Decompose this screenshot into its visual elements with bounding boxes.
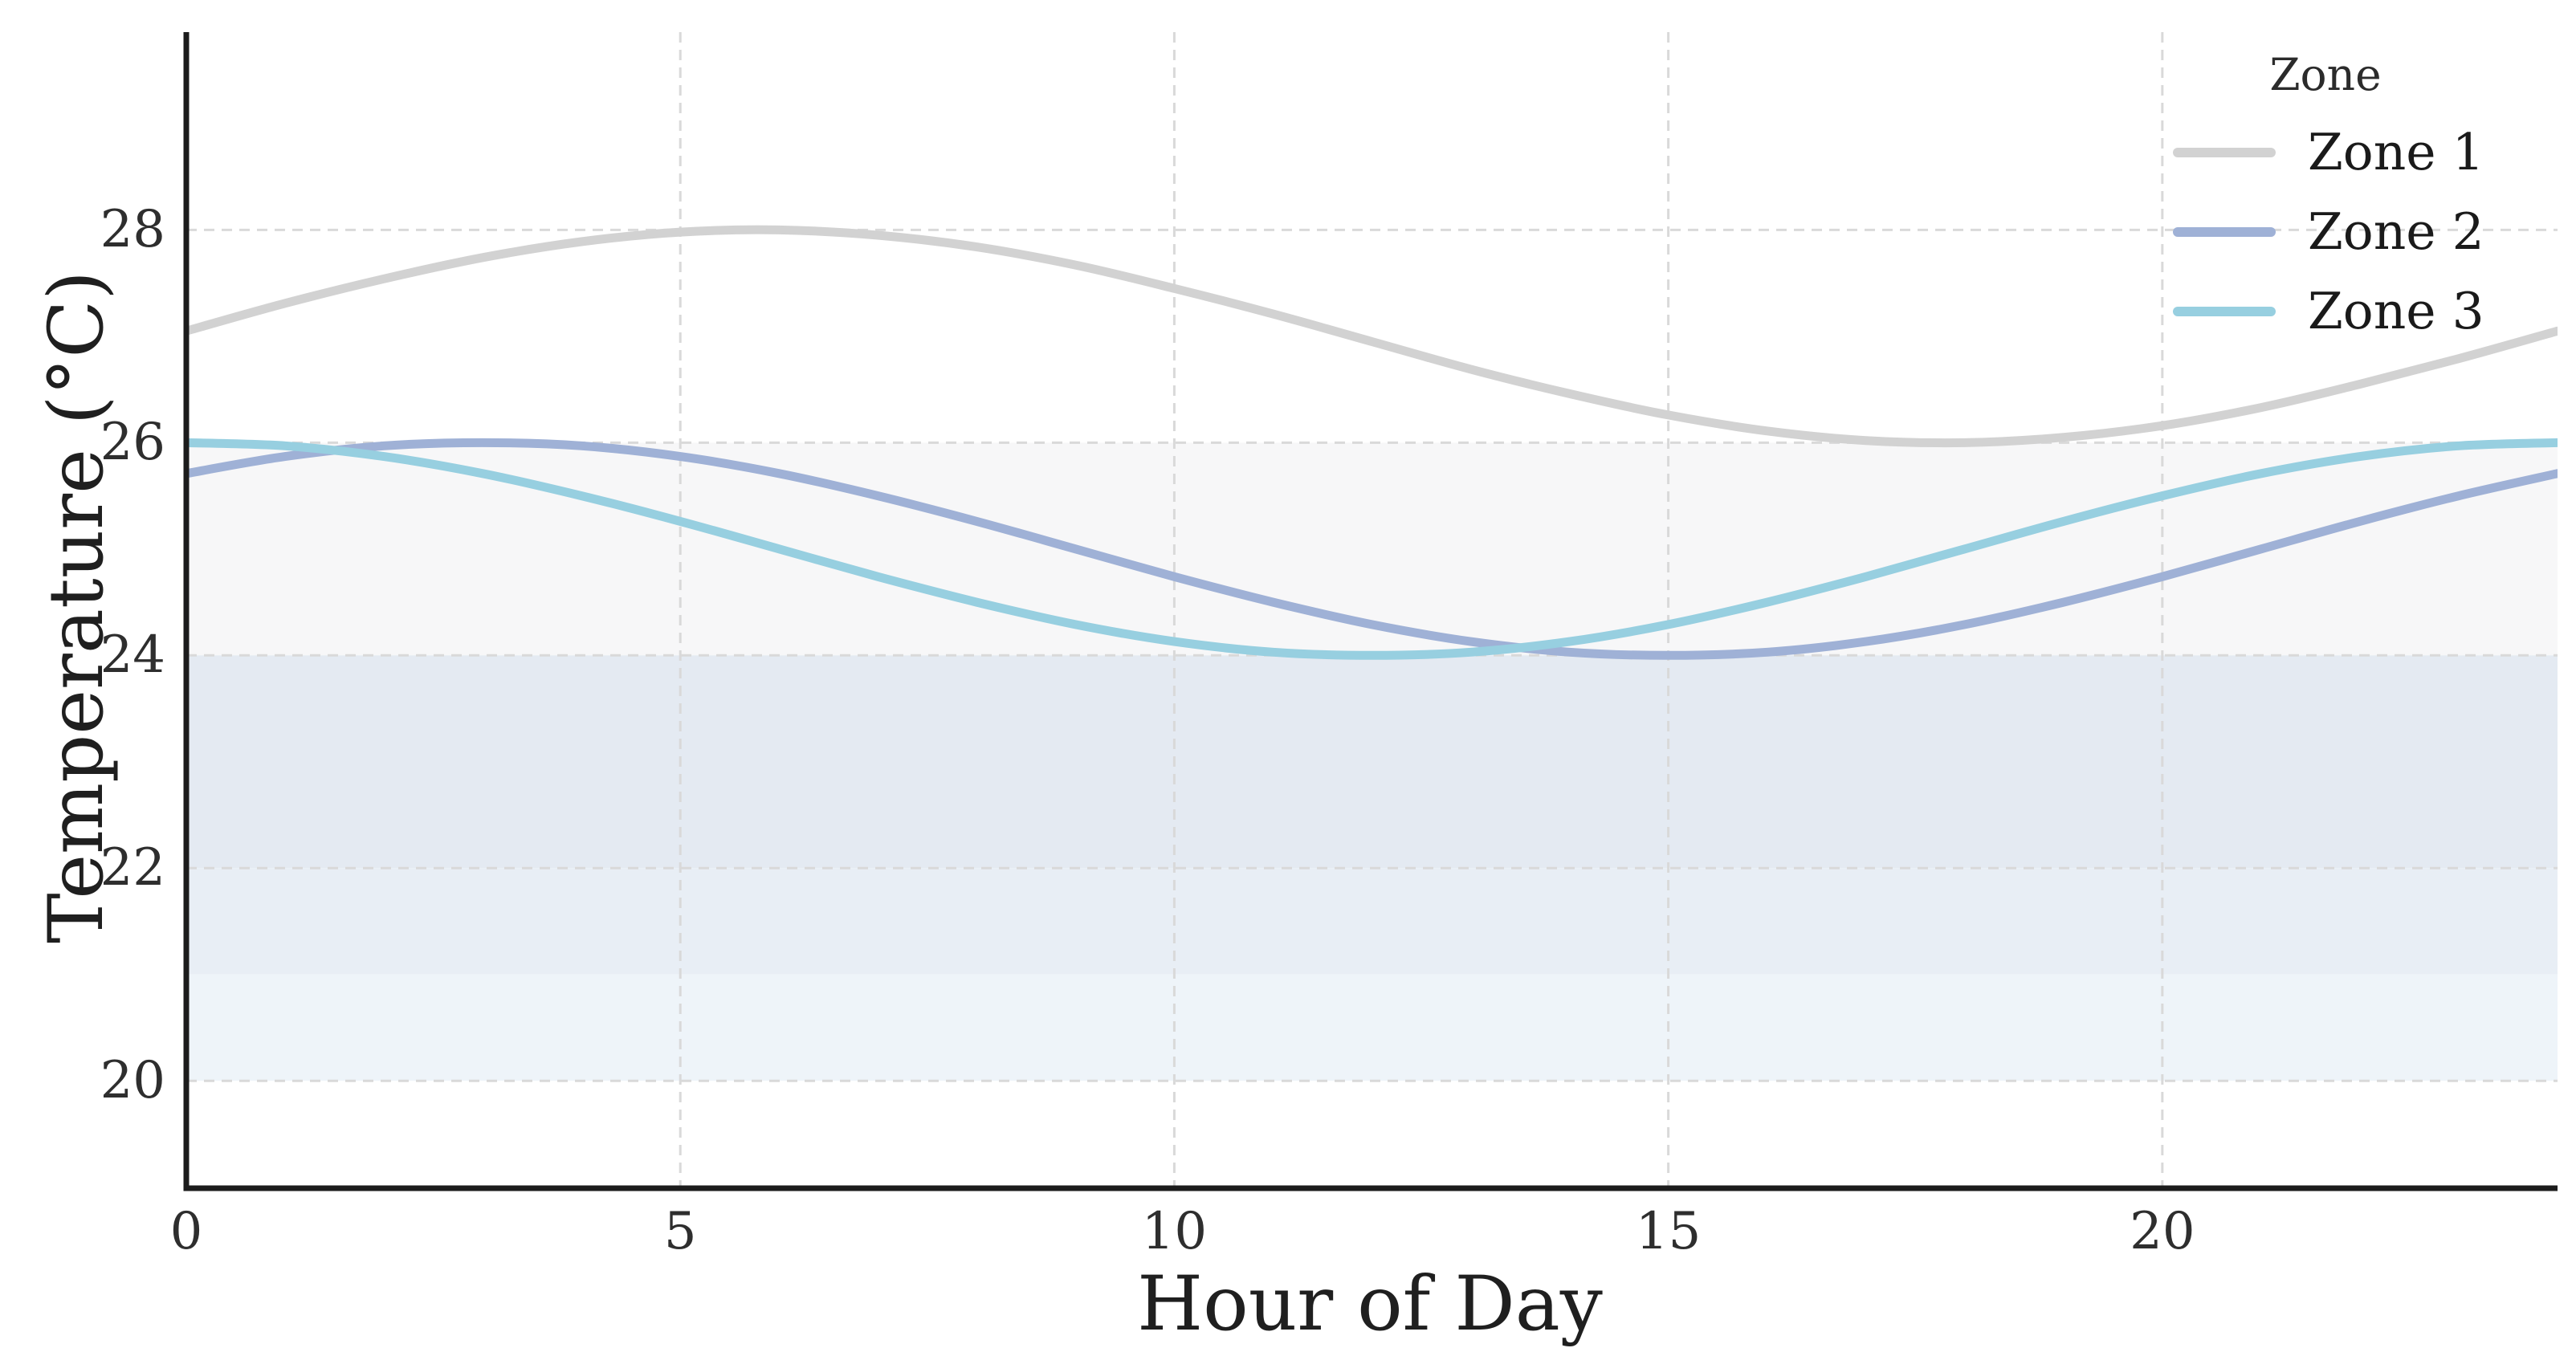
y-tick-20: 20 bbox=[100, 1051, 165, 1111]
x-axis-label: Hour of Day bbox=[1137, 1260, 1603, 1348]
bottom-spine bbox=[183, 1185, 2558, 1191]
band-20-21 bbox=[186, 974, 2558, 1081]
y-tick-22: 22 bbox=[100, 838, 165, 898]
x-axis-tick-labels: 0 5 10 15 20 bbox=[0, 1206, 2576, 1270]
zone-3-line bbox=[186, 438, 2558, 660]
y-tick-26: 26 bbox=[100, 413, 165, 473]
y-axis-tick-labels: 20 22 24 26 28 bbox=[0, 0, 165, 1342]
legend-title: Zone bbox=[2269, 49, 2382, 100]
axis-spines bbox=[183, 32, 2558, 1191]
x-tick-15: 15 bbox=[1635, 1202, 1702, 1261]
band-21-22 bbox=[186, 868, 2558, 975]
legend-label-zone-2: Zone 2 bbox=[2308, 202, 2484, 261]
x-tick-20: 20 bbox=[2130, 1202, 2195, 1261]
comfort-bands bbox=[186, 442, 2558, 1081]
band-22-24 bbox=[186, 655, 2558, 869]
zone-2-line bbox=[186, 438, 2558, 660]
legend: Zone Zone 1 Zone 2 Zone 3 bbox=[2173, 49, 2484, 351]
series-lines bbox=[186, 225, 2558, 660]
legend-item-zone-3: Zone 3 bbox=[2173, 271, 2484, 351]
zone-1-line-swatch bbox=[2173, 147, 2276, 157]
x-tick-0: 0 bbox=[169, 1202, 203, 1261]
left-spine bbox=[183, 32, 190, 1191]
zone-2-line-swatch bbox=[2173, 226, 2276, 237]
x-tick-5: 5 bbox=[663, 1202, 697, 1261]
y-tick-24: 24 bbox=[100, 625, 165, 686]
legend-label-zone-3: Zone 3 bbox=[2308, 282, 2484, 340]
y-axis-label: Temperature (°C) bbox=[33, 271, 120, 943]
zone-1-line bbox=[186, 225, 2558, 448]
x-tick-10: 10 bbox=[1141, 1202, 1208, 1261]
y-tick-28: 28 bbox=[100, 200, 165, 260]
legend-item-zone-1: Zone 1 bbox=[2173, 112, 2484, 192]
legend-item-zone-2: Zone 2 bbox=[2173, 192, 2484, 271]
zone-3-line-swatch bbox=[2173, 306, 2276, 316]
legend-label-zone-1: Zone 1 bbox=[2308, 123, 2484, 181]
